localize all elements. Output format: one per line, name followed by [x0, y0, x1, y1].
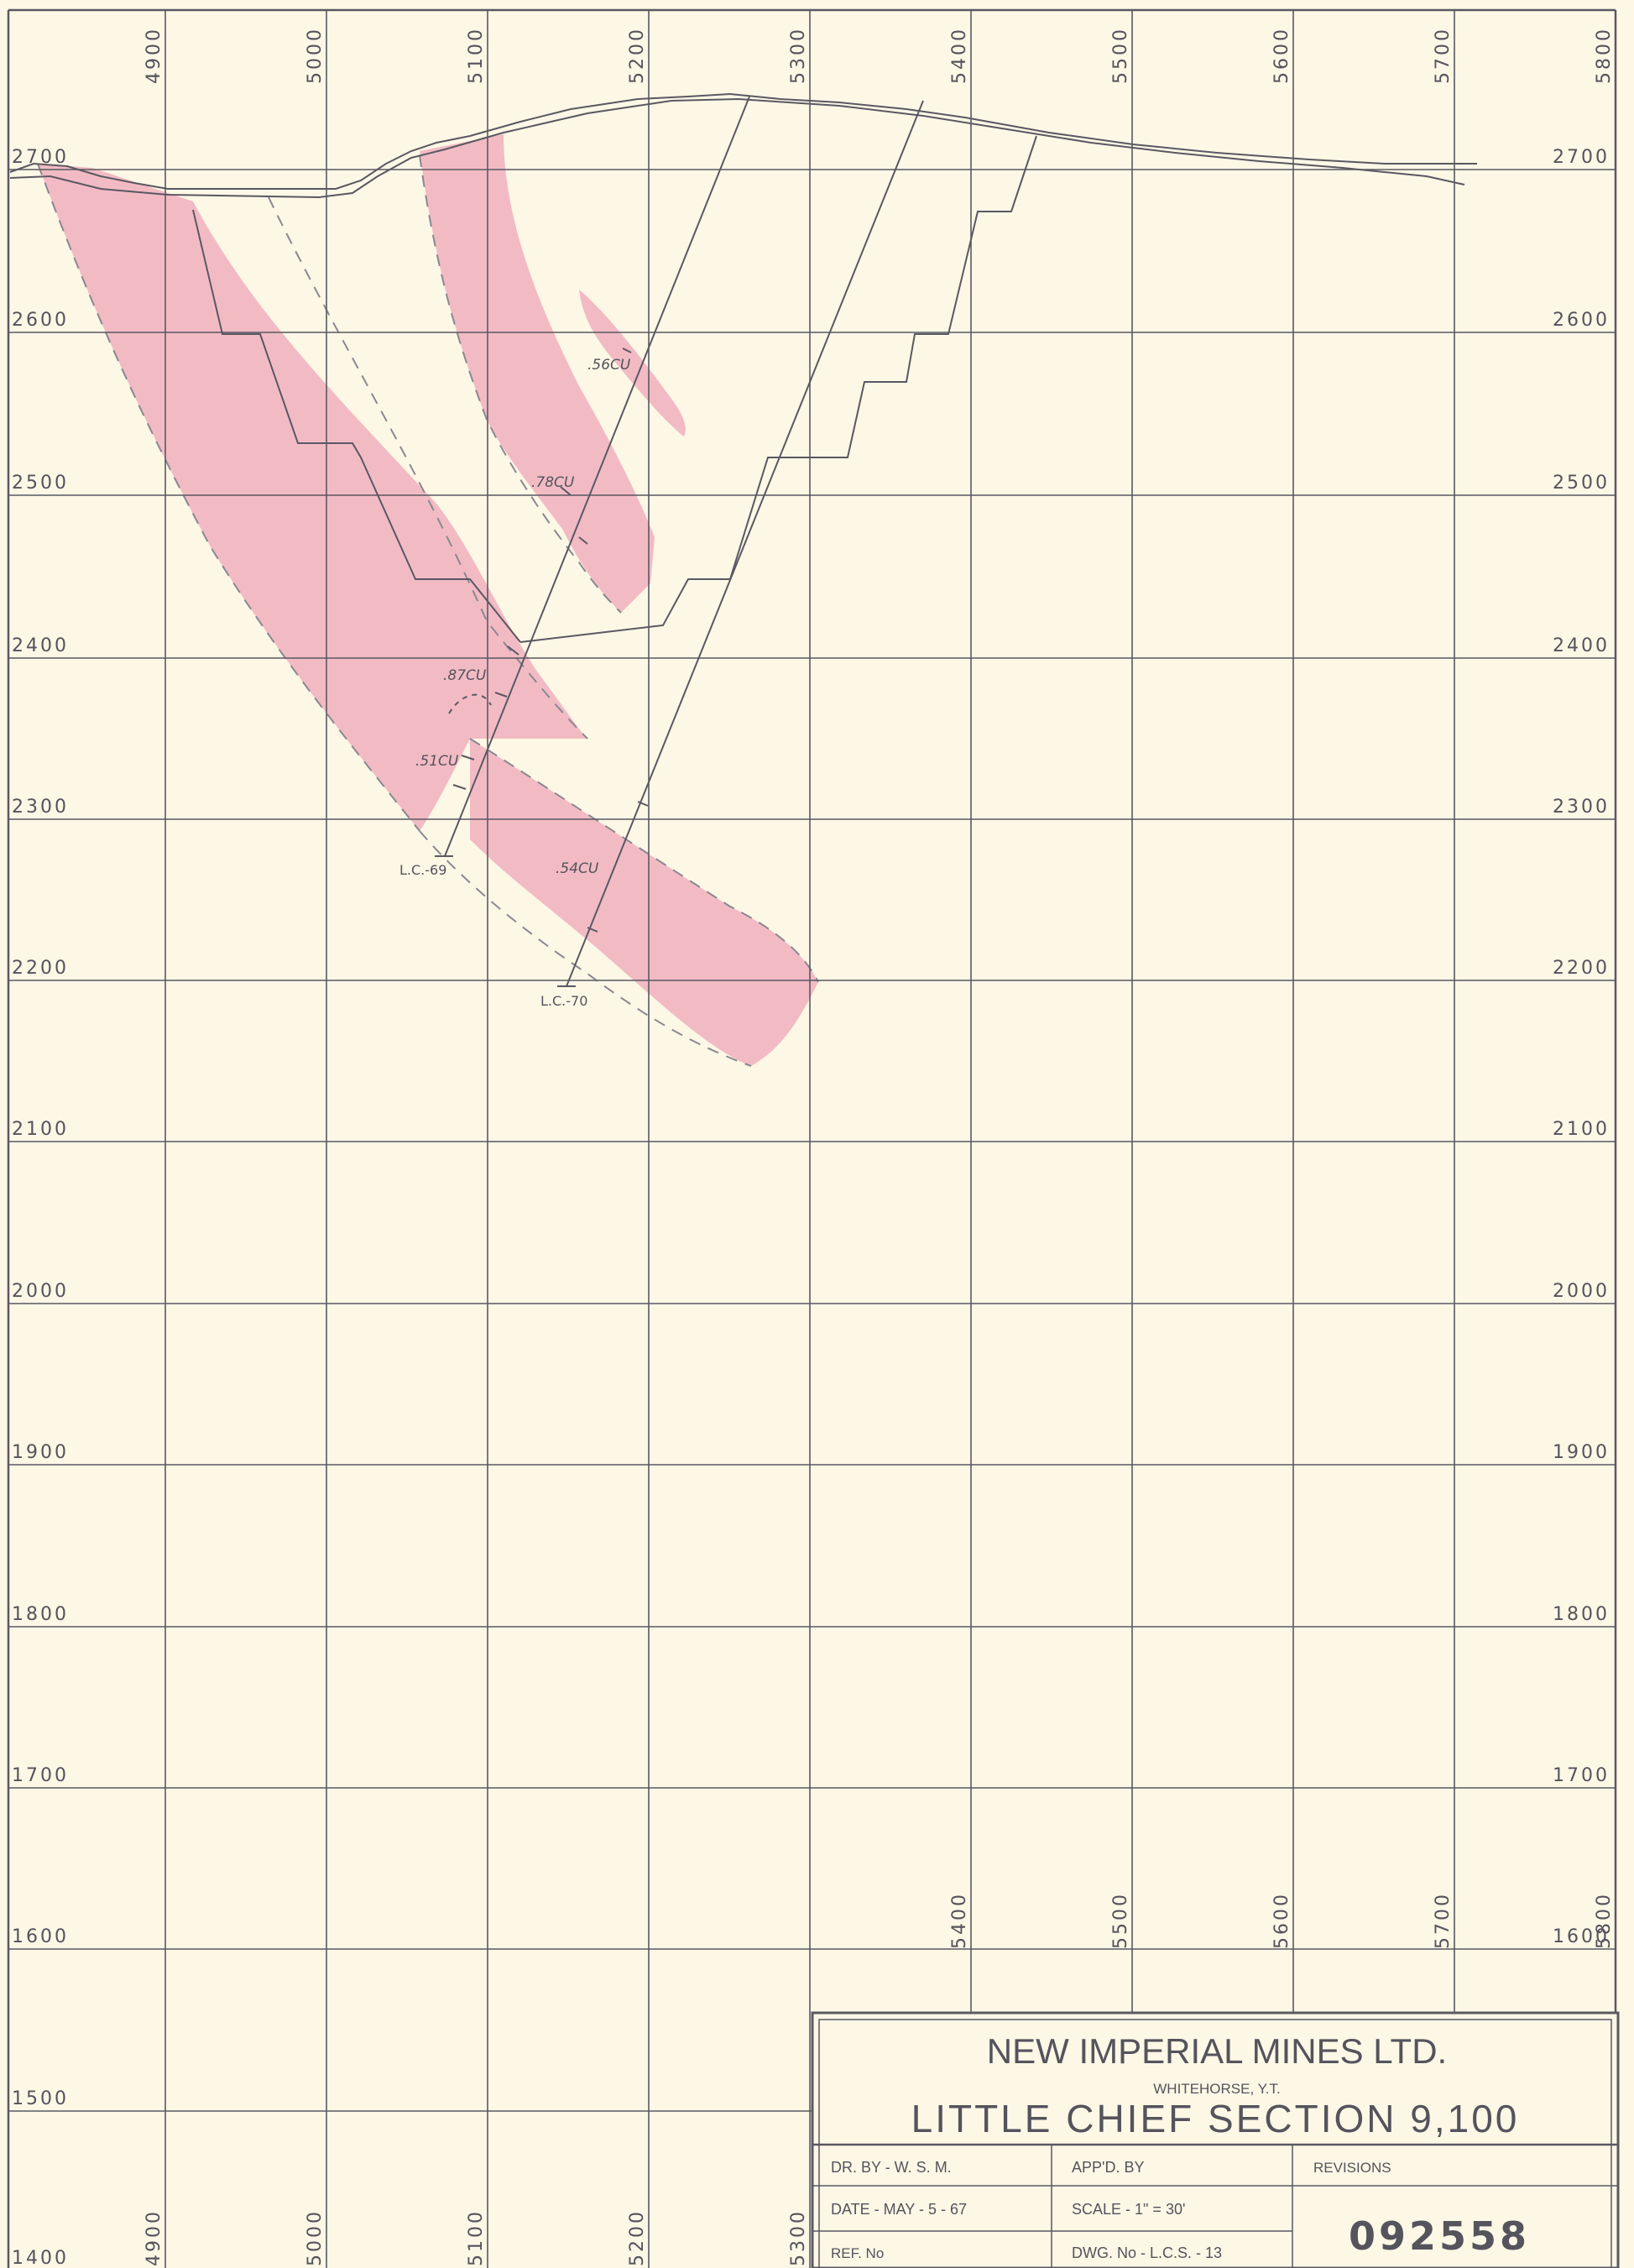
topo-line-lower	[9, 97, 1465, 199]
elevation-label-left: 2000	[12, 1281, 69, 1302]
elevation-label-right: 2400	[1553, 635, 1610, 656]
drill-hole-lc69	[444, 96, 750, 857]
assay-label: .78CU	[531, 474, 575, 491]
easting-label-mid: 5700	[1433, 1892, 1454, 1949]
ore-zone-small	[579, 290, 686, 436]
ore-zones	[38, 134, 818, 1066]
easting-label-top: 5600	[1271, 27, 1292, 84]
elevation-label-right: 1900	[1553, 1442, 1610, 1463]
easting-label-bottom: 5200	[627, 2209, 648, 2266]
elevation-label-right: 2600	[1553, 310, 1610, 331]
elevation-label-left: 2600	[12, 310, 69, 331]
approved-by: APP'D. BY	[1072, 2159, 1144, 2176]
outline-main-upper	[268, 196, 588, 739]
assay-label: .87CU	[443, 667, 487, 684]
elevation-label-right: 2700	[1553, 147, 1610, 168]
title-block: NEW IMPERIAL MINES LTD. WHITEHORSE, Y.T.…	[811, 2011, 1620, 2268]
easting-label-mid: 5800	[1594, 1892, 1615, 1949]
assay-label: .51CU	[415, 753, 459, 770]
ore-zone-main-lower	[470, 739, 818, 1066]
stamp-number: 092558	[1349, 2213, 1530, 2259]
easting-label-mid: 5500	[1110, 1892, 1131, 1949]
date: DATE - MAY - 5 - 67	[831, 2201, 967, 2218]
drill-hole-label: L.C.-69	[399, 862, 446, 878]
drill-hole-label: L.C.-70	[540, 993, 587, 1009]
elevation-label-left: 1700	[12, 1765, 69, 1786]
ore-zone-middle	[420, 134, 655, 613]
elevation-label-right: 2500	[1553, 473, 1610, 494]
drill-hole-lc70	[566, 100, 924, 987]
outline-lower-bottom	[419, 830, 752, 1067]
grid-labels: 2700 2600 2500 2400 2300 2200 2100 2000 1900 1800…	[12, 27, 1615, 2268]
assay-label: .56CU	[587, 357, 631, 374]
easting-label-mid: 5600	[1271, 1892, 1292, 1949]
elevation-label-left: 1800	[12, 1604, 69, 1625]
easting-label-top: 5200	[627, 27, 648, 84]
easting-label-mid: 5400	[949, 1892, 970, 1949]
company-name: NEW IMPERIAL MINES LTD.	[987, 2031, 1447, 2071]
revisions-label: REVISIONS	[1313, 2160, 1391, 2176]
assay-label: .54CU	[556, 860, 599, 877]
easting-label-top: 5700	[1433, 27, 1454, 84]
easting-label-top: 5300	[788, 27, 809, 84]
topo-line-upper	[9, 92, 1477, 190]
drawn-by: DR. BY - W. S. M.	[831, 2159, 952, 2176]
drill-hole-labels: L.C.-69 L.C.-70	[399, 862, 587, 1009]
easting-label-top: 4900	[144, 27, 164, 84]
elevation-label-left: 2100	[12, 1119, 69, 1140]
easting-label-top: 5500	[1110, 27, 1131, 84]
title-block-frame	[811, 2011, 1620, 2268]
elevation-label-left: 2300	[12, 797, 69, 818]
easting-label-bottom: 4900	[144, 2209, 164, 2266]
assay-labels: .56CU .78CU .87CU .51CU .54CU	[415, 357, 631, 877]
outline-lower-upper	[469, 738, 819, 983]
easting-label-bottom: 5000	[305, 2209, 326, 2266]
elevation-label-left: 2200	[12, 958, 69, 979]
drawing-title: LITTLE CHIEF SECTION 9,100	[911, 2097, 1520, 2140]
elevation-label-right: 2300	[1553, 797, 1610, 818]
elevation-label-left: 1500	[12, 2088, 69, 2109]
grid	[7, 8, 1617, 2268]
elevation-label-left: 1900	[12, 1442, 69, 1463]
stepped-line-right	[519, 135, 1037, 643]
ore-zone-main	[38, 164, 587, 831]
elevation-label-right: 2000	[1553, 1281, 1610, 1302]
easting-label-top: 5400	[949, 27, 970, 84]
elevation-label-right: 1800	[1553, 1604, 1610, 1625]
elevation-label-left: 1400	[12, 2248, 69, 2268]
easting-label-top: 5100	[466, 27, 487, 84]
stepped-line-left	[192, 209, 521, 643]
assay-interval-ticks	[452, 348, 649, 933]
elevation-label-left: 2500	[12, 473, 69, 494]
drill-holes	[435, 96, 924, 987]
company-location: WHITEHORSE, Y.T.	[1153, 2081, 1280, 2097]
ore-zone-outlines	[37, 154, 819, 1067]
topography	[9, 92, 1477, 199]
elevation-label-right: 1700	[1553, 1765, 1610, 1786]
outline-middle-left	[419, 154, 622, 614]
reference-number: REF. No	[831, 2245, 884, 2261]
drawing-number: DWG. No - L.C.S. - 13	[1072, 2244, 1222, 2261]
elevation-label-right: 1600	[1553, 1926, 1610, 1947]
elevation-label-left: 2400	[12, 635, 69, 656]
easting-label-bottom: 5300	[788, 2209, 809, 2266]
easting-label-top: 5800	[1594, 27, 1615, 84]
scale: SCALE - 1" = 30'	[1072, 2201, 1185, 2218]
easting-label-bottom: 5100	[466, 2209, 487, 2266]
elevation-label-right: 2100	[1553, 1119, 1610, 1140]
elevation-label-right: 2200	[1553, 958, 1610, 979]
workings-outline	[192, 135, 1037, 643]
elevation-label-left: 1600	[12, 1926, 69, 1947]
easting-label-top: 5000	[305, 27, 326, 84]
